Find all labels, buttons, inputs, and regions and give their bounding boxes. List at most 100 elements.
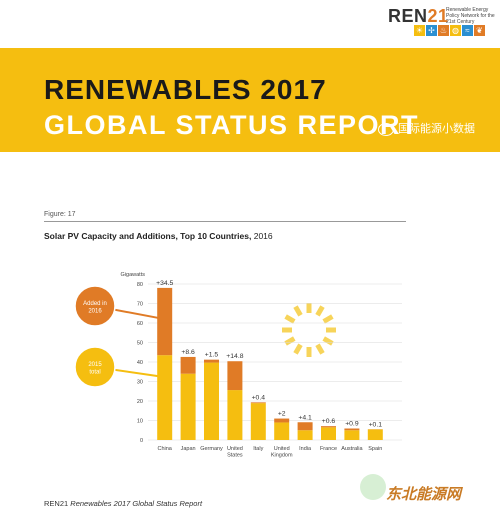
logo-icon-strip: ☀ ✢ ♨ ◍ ≈ ❦ xyxy=(414,25,485,36)
sun-ray-mark xyxy=(284,336,296,346)
sun-icon: ☀ xyxy=(414,25,425,36)
ren21-logo: REN21 xyxy=(388,6,449,27)
header-white-band xyxy=(0,0,500,48)
chart-title-year: 2016 xyxy=(253,231,273,241)
legend-label: total xyxy=(89,370,100,376)
bar-2015-total xyxy=(297,430,313,440)
bar-2015-total xyxy=(250,403,266,440)
geothermal-icon: ◍ xyxy=(450,25,461,36)
data-label: +14.8 xyxy=(226,353,243,360)
chart-legend: Added in 2016 2015 total xyxy=(74,285,160,388)
x-tick-label: Italy xyxy=(253,446,263,452)
x-tick-label: Australia xyxy=(341,446,363,452)
sun-ray-mark xyxy=(322,336,334,346)
x-tick-label: Germany xyxy=(200,446,223,452)
x-tick-label: France xyxy=(320,446,337,452)
logo-text: REN xyxy=(388,6,428,26)
y-tick-label: 30 xyxy=(137,380,143,386)
sun-ray-mark xyxy=(306,303,312,313)
footer-publication: Renewables 2017 Global Status Report xyxy=(70,499,203,508)
y-tick-label: 20 xyxy=(137,399,143,405)
leaf-icon: ❦ xyxy=(474,25,485,36)
bar-2015-total xyxy=(227,390,243,440)
sun-ray-mark xyxy=(326,327,336,333)
bar-added-2016 xyxy=(157,287,173,356)
footer-brand: REN21 xyxy=(44,499,69,508)
y-tick-label: 40 xyxy=(137,360,143,366)
chart-title: Solar PV Capacity and Additions, Top 10 … xyxy=(44,231,273,241)
data-label: +0.9 xyxy=(345,420,359,427)
figure-label: Figure: 17 xyxy=(44,211,76,218)
data-label: +0.1 xyxy=(369,421,383,428)
logo-number: 21 xyxy=(427,6,449,26)
bar-2015-total xyxy=(157,355,173,440)
bar-added-2016 xyxy=(250,402,266,404)
bar-added-2016 xyxy=(274,418,290,423)
y-tick-label: 10 xyxy=(137,419,143,425)
footer-credit: REN21 Renewables 2017 Global Status Repo… xyxy=(44,499,202,508)
bar-added-2016 xyxy=(204,359,219,363)
x-tick-label: India xyxy=(299,446,312,452)
y-tick-label: 80 xyxy=(137,282,143,288)
legend-label: 2016 xyxy=(88,309,102,315)
data-label: +0.6 xyxy=(322,418,336,425)
bar-2015-total xyxy=(274,422,290,440)
legend-bubble xyxy=(74,285,116,327)
sun-ray-mark xyxy=(293,305,303,317)
data-label: +1.5 xyxy=(205,352,219,359)
x-tick-label: States xyxy=(227,453,243,459)
sun-ray-mark xyxy=(306,347,312,357)
y-tick-label: 60 xyxy=(137,321,143,327)
logo-subtitle: Renewable Energy Policy Network for the … xyxy=(446,7,495,25)
y-axis-unit-label: Gigawatts xyxy=(121,272,146,278)
chart-bars xyxy=(157,287,383,440)
bar-2015-total xyxy=(344,430,360,440)
legend-label: Added in xyxy=(83,301,107,307)
wechat-icon xyxy=(378,122,394,136)
sun-ray-mark xyxy=(293,343,303,355)
legend-bubble xyxy=(74,346,116,388)
x-tick-label: Kingdom xyxy=(271,453,293,459)
x-tick-label: Japan xyxy=(181,446,196,452)
wechat-account: 国际能源小数据 xyxy=(378,120,475,136)
x-tick-label: Spain xyxy=(368,446,382,452)
watermark-text: 东北能源网 xyxy=(386,486,462,503)
y-tick-label: 70 xyxy=(137,302,143,308)
chart-data-labels: +34.5 +8.6 +1.5 +14.8 +0.4 +2 +4.1 +0.6 +0.9 +0.1 xyxy=(156,280,382,428)
wechat-account-name: 国际能源小数据 xyxy=(398,123,475,135)
y-tick-label: 0 xyxy=(140,438,143,444)
bar-2015-total xyxy=(321,427,336,440)
bar-added-2016 xyxy=(227,361,243,391)
sun-burst-icon xyxy=(282,303,336,357)
header-yellow-band xyxy=(0,48,500,152)
bar-added-2016 xyxy=(321,426,336,428)
figure-divider xyxy=(44,221,406,222)
data-label: +2 xyxy=(278,411,286,418)
wind-icon: ✢ xyxy=(426,25,437,36)
y-tick-label: 50 xyxy=(137,341,143,347)
sun-ray-mark xyxy=(315,305,325,317)
bar-2015-total xyxy=(180,373,196,440)
bar-2015-total xyxy=(367,429,383,440)
sun-ray-mark xyxy=(315,343,325,355)
bar-added-2016 xyxy=(297,422,313,431)
bar-added-2016 xyxy=(180,356,196,374)
data-label: +0.4 xyxy=(252,394,266,401)
bar-added-2016 xyxy=(344,428,360,431)
report-title-line1: RENEWABLES 2017 xyxy=(44,74,327,105)
data-label: +8.6 xyxy=(181,349,195,356)
legend-label: 2015 xyxy=(88,362,102,368)
data-label: +4.1 xyxy=(298,414,312,421)
x-tick-label: China xyxy=(158,446,173,452)
sun-ray-mark xyxy=(322,314,334,324)
sun-ray-mark xyxy=(282,327,292,333)
bar-2015-total xyxy=(204,362,219,440)
x-tick-label: United xyxy=(274,446,290,452)
chart-title-main: Solar PV Capacity and Additions, Top 10 … xyxy=(44,231,252,241)
watermark-logo-icon xyxy=(360,474,386,500)
y-axis: 0 10 20 30 40 50 60 70 80 Gigawatts xyxy=(121,272,146,444)
x-tick-label: United xyxy=(227,446,243,452)
data-label: +34.5 xyxy=(156,280,173,287)
